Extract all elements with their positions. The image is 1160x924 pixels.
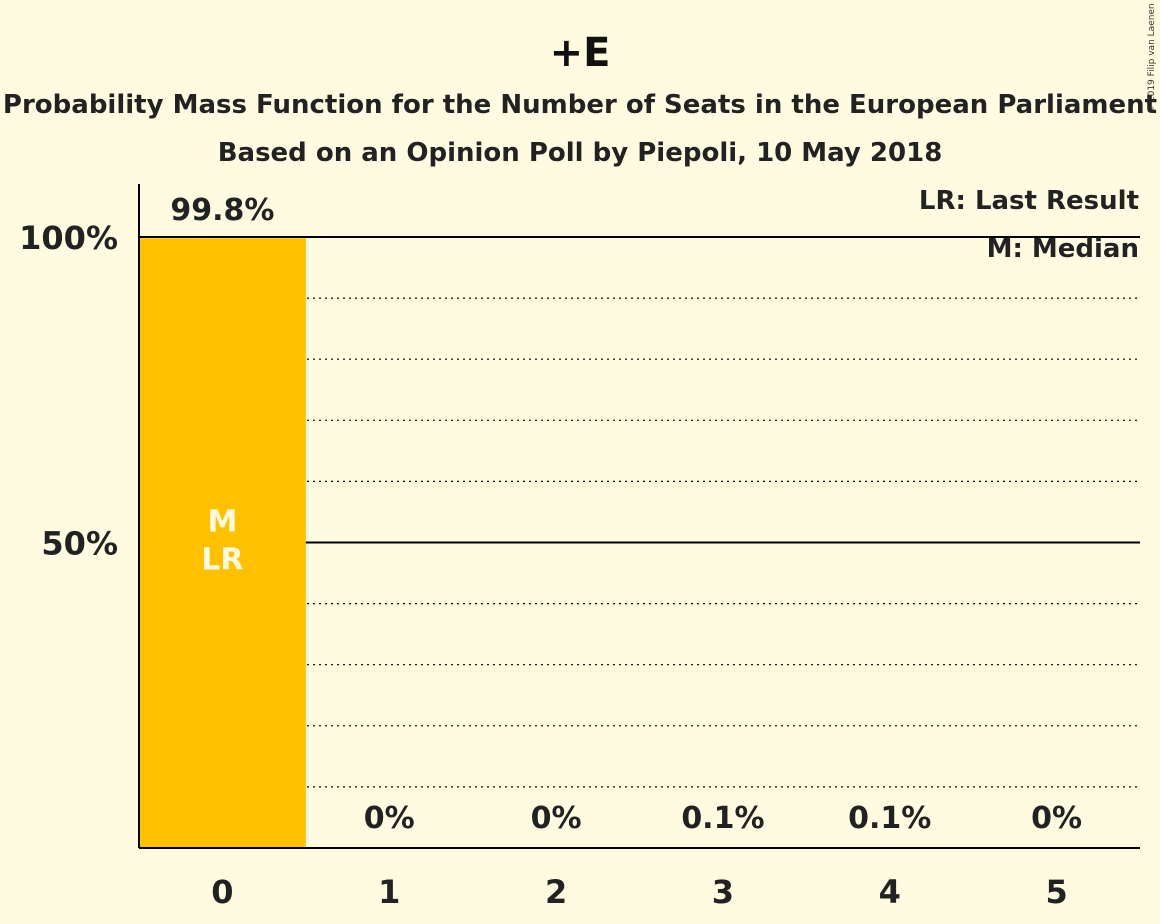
y-tick-label: 100%	[19, 219, 118, 257]
median-marker: M	[207, 505, 237, 540]
x-tick-label: 2	[545, 873, 567, 911]
value-labels: 99.8% 0% 0% 0.1% 0.1% 0% MLR	[170, 193, 1082, 836]
value-label-2: 0%	[531, 801, 582, 836]
chart-subtitle: Probability Mass Function for the Number…	[3, 90, 1157, 120]
x-tick-label: 1	[378, 873, 400, 911]
x-tick-label: 5	[1045, 873, 1067, 911]
bar-0	[140, 238, 306, 849]
last-result-marker: LR	[201, 543, 243, 578]
value-label-5: 0%	[1031, 801, 1082, 836]
gridlines	[139, 236, 1140, 788]
bars	[140, 238, 974, 849]
y-tick-label: 50%	[41, 525, 118, 563]
x-tick-label: 0	[211, 873, 233, 911]
chart-subtitle-poll: Based on an Opinion Poll by Piepoli, 10 …	[218, 138, 943, 168]
x-tick-label: 4	[879, 873, 901, 911]
copyright-text: © 2019 Filip van Laenen	[1147, 3, 1157, 114]
value-label-4: 0.1%	[848, 801, 931, 836]
x-tick-label: 3	[712, 873, 734, 911]
legend-median: M: Median	[987, 234, 1139, 264]
chart-title: +E	[550, 30, 611, 76]
x-tick-labels: 0 1 2 3 4 5	[211, 873, 1067, 911]
value-label-0: 99.8%	[170, 193, 274, 228]
value-label-1: 0%	[364, 801, 415, 836]
y-tick-labels: 50% 100%	[19, 219, 118, 563]
value-label-3: 0.1%	[681, 801, 764, 836]
legend-last-result: LR: Last Result	[919, 186, 1139, 216]
